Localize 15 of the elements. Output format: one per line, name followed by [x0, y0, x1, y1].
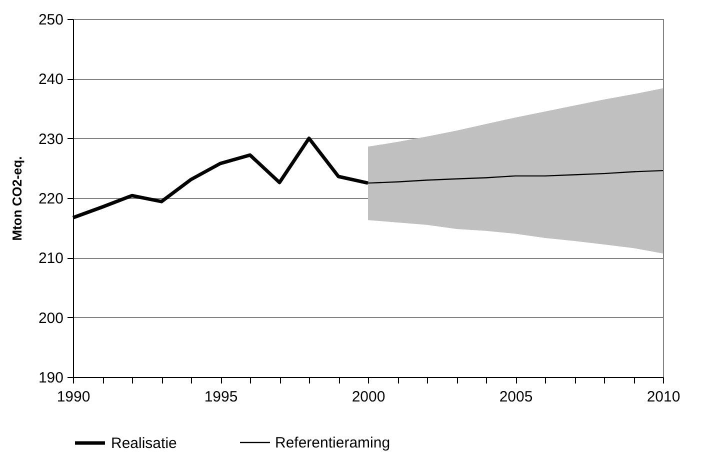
x-tick-label: 2005 — [499, 388, 533, 406]
legend-label: Referentieraming — [275, 434, 390, 452]
y-axis-title: Mton CO2-eq. — [9, 156, 24, 241]
y-tick-label: 200 — [38, 310, 64, 327]
y-tick-label: 250 — [38, 12, 64, 28]
y-tick-label: 230 — [38, 130, 64, 148]
x-tick-label: 2000 — [352, 388, 386, 406]
y-tick-label: 240 — [38, 71, 64, 88]
y-tick-label: 210 — [38, 250, 64, 268]
y-tick-label: 190 — [38, 370, 64, 386]
x-tick-label: 2010 — [646, 388, 680, 406]
y-tick-label: 220 — [38, 190, 64, 208]
x-tick-label: 1990 — [56, 388, 90, 406]
x-tick-label: 1995 — [204, 388, 238, 406]
legend-label: Realisatie — [111, 435, 177, 452]
